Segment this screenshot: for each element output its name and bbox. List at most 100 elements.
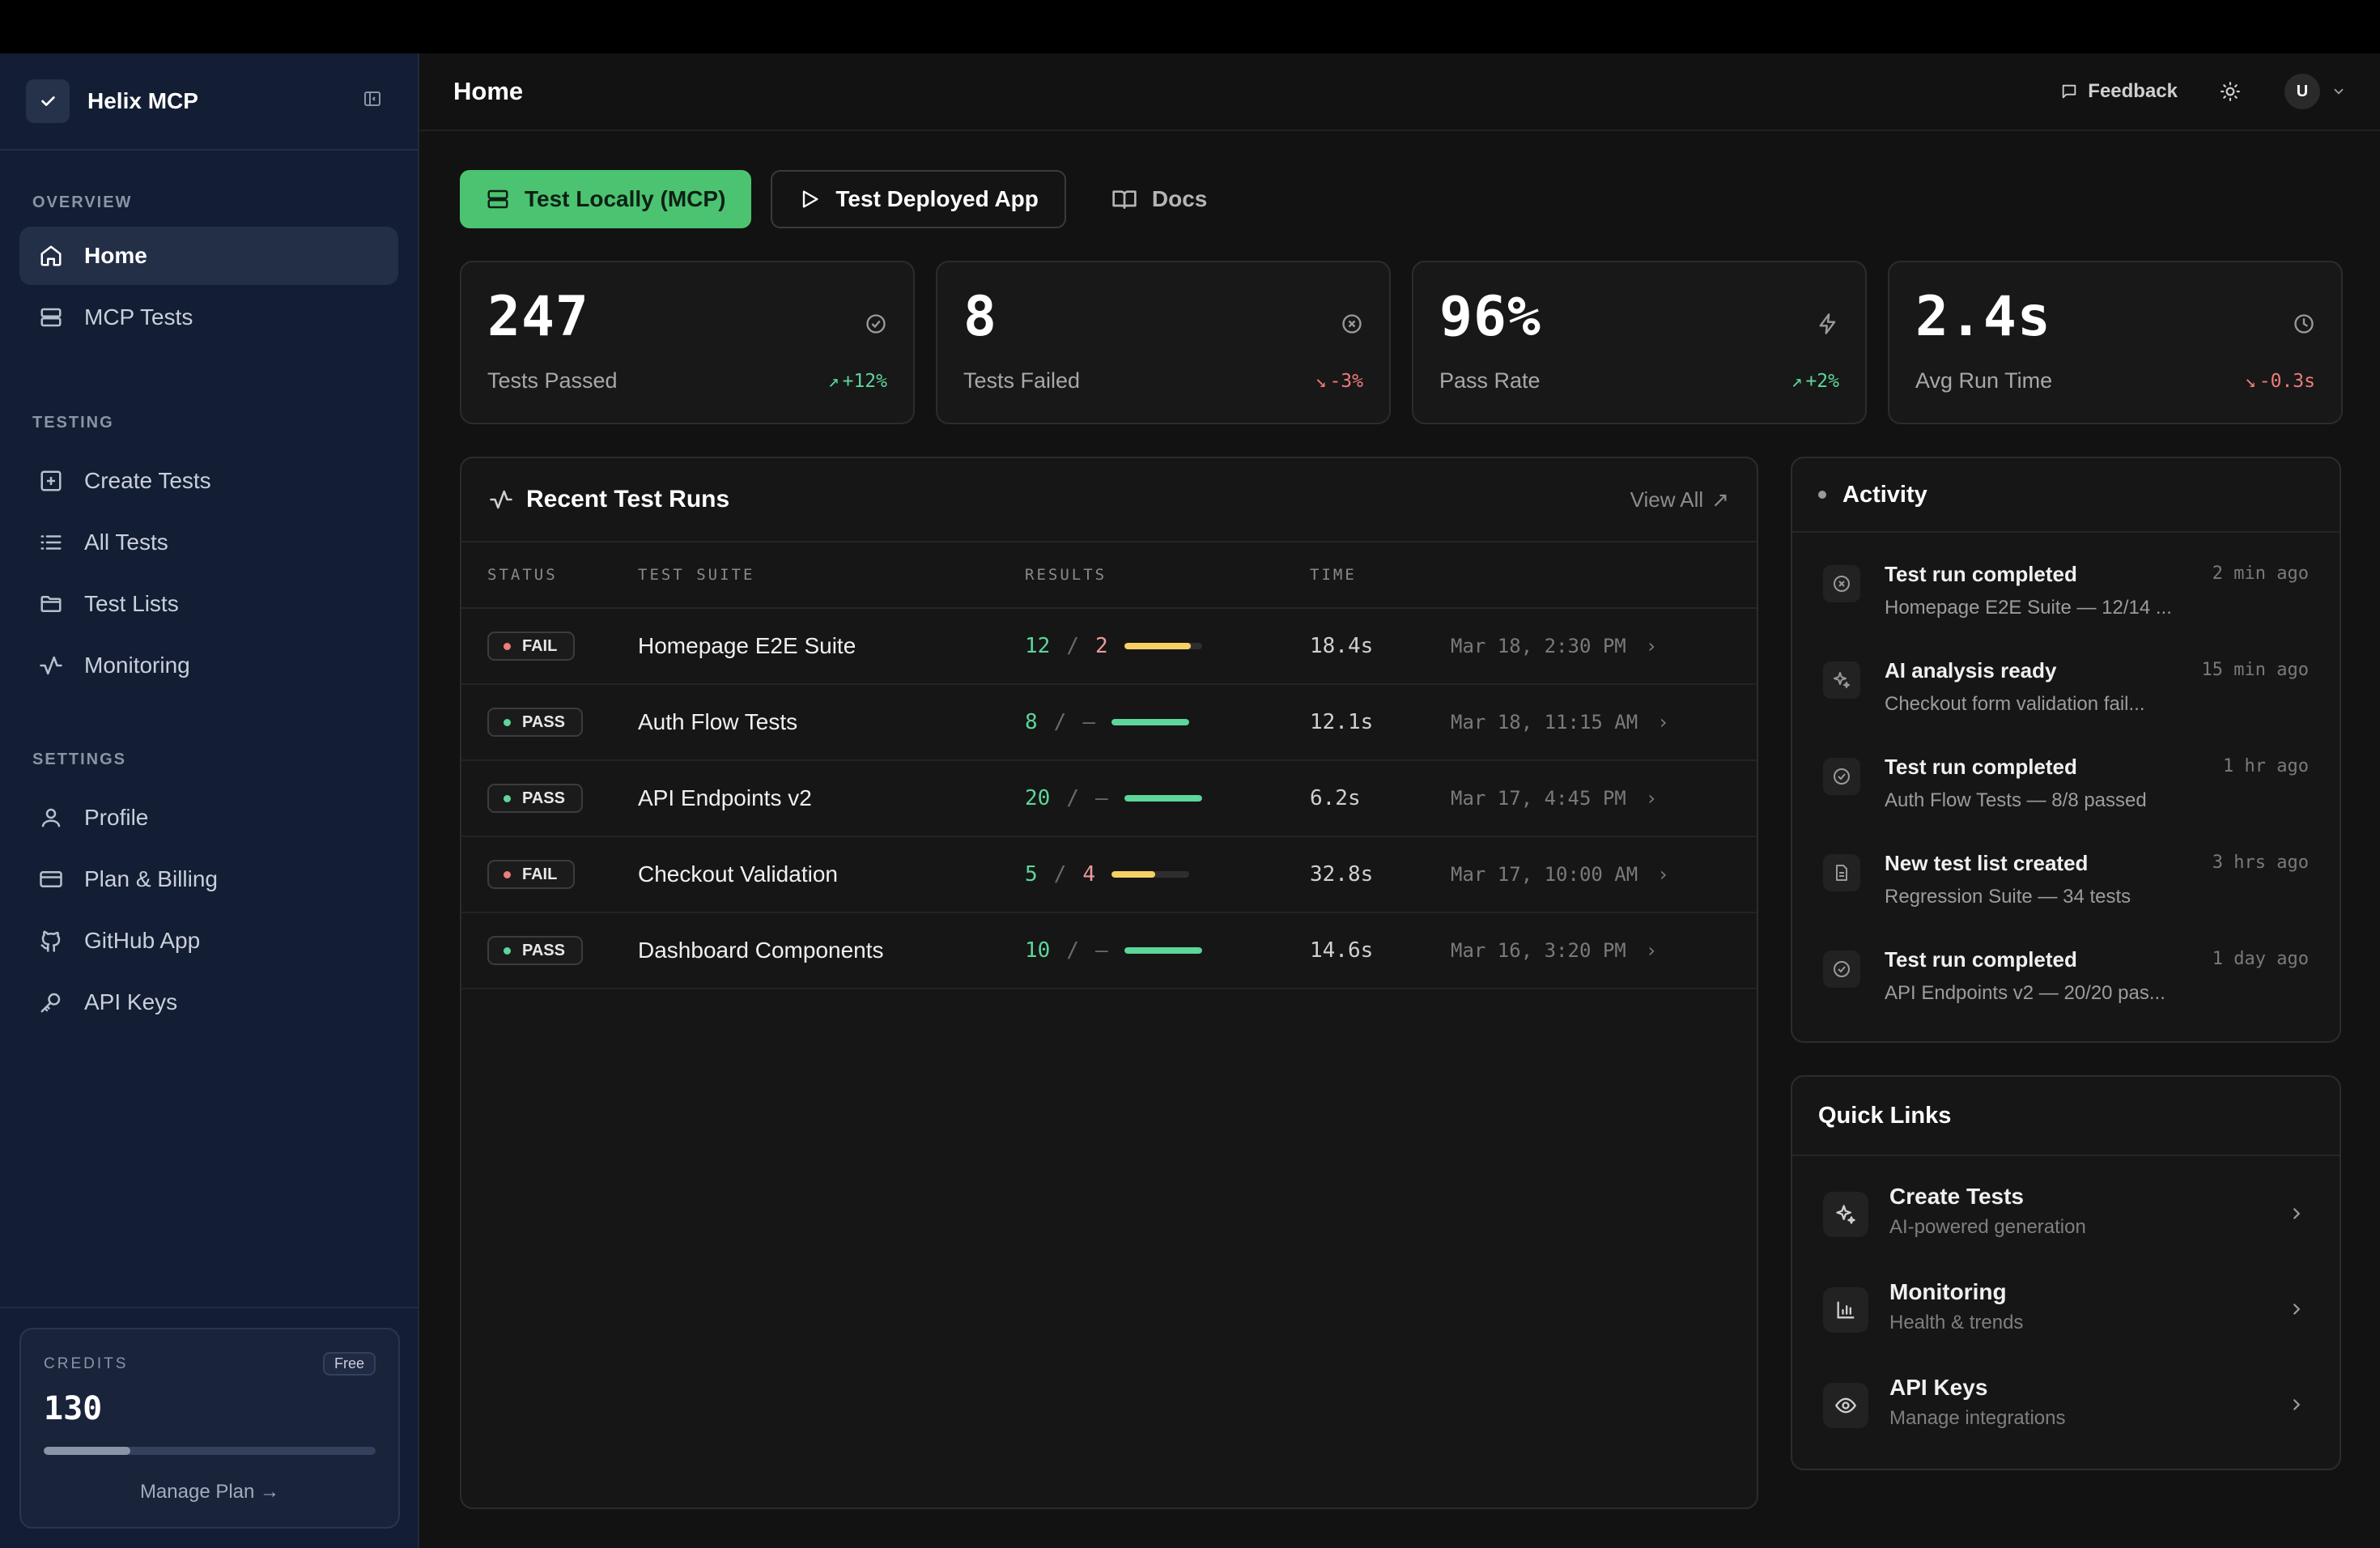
- test-locally-button[interactable]: Test Locally (MCP): [460, 170, 752, 228]
- nav-settings: SETTINGS Profile Plan & Billing GitHub A…: [0, 743, 418, 1031]
- table-row[interactable]: FAIL Checkout Validation 5 / 4 32.8s Mar 1…: [461, 837, 1757, 913]
- col-time: TIME: [1310, 566, 1357, 584]
- results-cell: 10 / —: [1025, 938, 1202, 963]
- credits-card: CREDITS Free 130 Manage Plan →: [19, 1328, 400, 1529]
- sidebar-item-profile[interactable]: Profile: [19, 789, 398, 847]
- run-date-cell: Mar 18, 2:30 PM ›: [1451, 635, 1657, 657]
- quick-link-monitoring[interactable]: Monitoring Health & trends: [1792, 1269, 2340, 1365]
- user-icon: [37, 804, 65, 831]
- sidebar-item-mcp-tests[interactable]: MCP Tests: [19, 288, 398, 347]
- github-icon: [37, 927, 65, 955]
- sidebar-item-label: Plan & Billing: [84, 866, 218, 891]
- status-dot: [504, 794, 511, 802]
- table-row[interactable]: PASS API Endpoints v2 20 / — 6.2s Mar 17, …: [461, 761, 1757, 837]
- sidebar-item-monitoring[interactable]: Monitoring: [19, 636, 398, 695]
- sidebar-item-label: Test Lists: [84, 591, 179, 616]
- run-date-cell: Mar 17, 4:45 PM ›: [1451, 787, 1657, 810]
- app-name: Helix MCP: [87, 88, 198, 113]
- activity-item[interactable]: New test list created Regression Suite —…: [1792, 846, 2340, 942]
- docs-button[interactable]: Docs: [1086, 170, 1233, 228]
- view-all-link[interactable]: View All ↗: [1630, 487, 1729, 512]
- table-row[interactable]: PASS Dashboard Components 10 / — 14.6s Mar…: [461, 913, 1757, 989]
- sparkles-icon: [1823, 661, 1860, 699]
- stat-label: Avg Run Time: [1915, 368, 2053, 393]
- sidebar-item-create-tests[interactable]: Create Tests: [19, 452, 398, 510]
- results-separator: /: [1053, 862, 1067, 887]
- sidebar-item-home[interactable]: Home: [19, 227, 398, 285]
- check-circle-icon: [1823, 950, 1860, 988]
- sidebar-collapse-icon[interactable]: [361, 87, 384, 110]
- activity-item[interactable]: AI analysis ready Checkout form validati…: [1792, 653, 2340, 750]
- manage-plan-link[interactable]: Manage Plan →: [139, 1481, 280, 1503]
- failed-count: —: [1082, 710, 1095, 734]
- book-icon: [1112, 190, 1137, 209]
- chevron-right-icon: ›: [1645, 787, 1658, 810]
- chevron-down-icon[interactable]: [2331, 84, 2346, 99]
- trend-down-icon: ↘: [2244, 371, 2256, 392]
- results-separator: /: [1053, 710, 1067, 734]
- activity-item[interactable]: Test run completed Auth Flow Tests — 8/8…: [1792, 750, 2340, 846]
- quick-link-sub: Health & trends: [1889, 1312, 2024, 1333]
- avatar[interactable]: U: [2284, 74, 2320, 109]
- status-badge: PASS: [487, 784, 583, 813]
- activity-item[interactable]: Test run completed API Endpoints v2 — 20…: [1792, 942, 2340, 1039]
- activity-list: Test run completed Homepage E2E Suite — …: [1792, 533, 2340, 1039]
- credits-value: 130: [44, 1390, 103, 1427]
- activity-item-sub: Auth Flow Tests — 8/8 passed: [1885, 789, 2147, 811]
- results-bar: [1124, 947, 1202, 954]
- feedback-button[interactable]: Feedback: [2060, 80, 2178, 103]
- results-bar-fill: [1124, 795, 1202, 802]
- run-date: Mar 18, 11:15 AM: [1451, 711, 1638, 734]
- activity-header: Activity: [1792, 458, 2340, 533]
- chevron-right-icon: ›: [1645, 939, 1658, 962]
- table-row[interactable]: FAIL Homepage E2E Suite 12 / 2 18.4s Mar 1…: [461, 609, 1757, 685]
- sidebar-item-all-tests[interactable]: All Tests: [19, 513, 398, 572]
- stat-delta: ↘ -0.3s: [2244, 371, 2315, 392]
- status-badge: PASS: [487, 936, 583, 965]
- results-cell: 8 / —: [1025, 710, 1189, 734]
- results-cell: 12 / 2: [1025, 634, 1202, 658]
- trend-up-icon: ↗: [1791, 371, 1803, 392]
- test-deployed-button[interactable]: Test Deployed App: [771, 170, 1066, 228]
- col-status: STATUS: [487, 566, 558, 584]
- results-bar-fill: [1124, 643, 1192, 649]
- run-date: Mar 16, 3:20 PM: [1451, 939, 1626, 962]
- suite-name: Checkout Validation: [638, 861, 838, 887]
- brand: Helix MCP: [0, 53, 418, 151]
- results-bar: [1124, 643, 1202, 649]
- home-icon: [37, 242, 65, 270]
- sidebar-item-plan-billing[interactable]: Plan & Billing: [19, 850, 398, 908]
- status-dot: [504, 946, 511, 955]
- credits-label: CREDITS: [44, 1354, 129, 1372]
- quick-link-sub: Manage integrations: [1889, 1407, 2066, 1429]
- activity-icon: [37, 652, 65, 679]
- table-row[interactable]: PASS Auth Flow Tests 8 / — 12.1s Mar 18, 1…: [461, 685, 1757, 761]
- status-dot: [504, 718, 511, 726]
- results-bar-fill: [1111, 719, 1189, 725]
- feedback-label: Feedback: [2088, 80, 2178, 102]
- duration: 14.6s: [1310, 938, 1374, 963]
- sidebar-item-github-app[interactable]: GitHub App: [19, 912, 398, 970]
- activity-item[interactable]: Test run completed Homepage E2E Suite — …: [1792, 557, 2340, 653]
- passed-count: 20: [1025, 786, 1051, 810]
- duration: 18.4s: [1310, 634, 1374, 658]
- sun-icon[interactable]: [2220, 81, 2241, 102]
- logo-check-icon[interactable]: [26, 79, 70, 123]
- quick-link-api-keys[interactable]: API Keys Manage integrations: [1792, 1365, 2340, 1461]
- stat-label: Tests Failed: [963, 368, 1081, 393]
- sidebar-item-label: All Tests: [84, 529, 168, 555]
- sidebar-item-label: API Keys: [84, 989, 178, 1014]
- activity-item-time: 1 day ago: [2212, 949, 2309, 969]
- suite-name: Auth Flow Tests: [638, 709, 798, 734]
- runs-title: Recent Test Runs: [526, 486, 730, 512]
- quick-links-list: Create Tests AI-powered generation Monit…: [1792, 1156, 2340, 1461]
- sidebar-item-test-lists[interactable]: Test Lists: [19, 575, 398, 633]
- folder-icon: [37, 590, 65, 618]
- results-separator: /: [1066, 634, 1079, 658]
- sidebar-item-api-keys[interactable]: API Keys: [19, 973, 398, 1031]
- quick-link-create-tests[interactable]: Create Tests AI-powered generation: [1792, 1174, 2340, 1269]
- play-icon: [803, 190, 818, 208]
- stat-label: Pass Rate: [1439, 368, 1541, 393]
- quick-link-title: API Keys: [1889, 1375, 1988, 1400]
- activity-item-time: 2 min ago: [2212, 563, 2309, 584]
